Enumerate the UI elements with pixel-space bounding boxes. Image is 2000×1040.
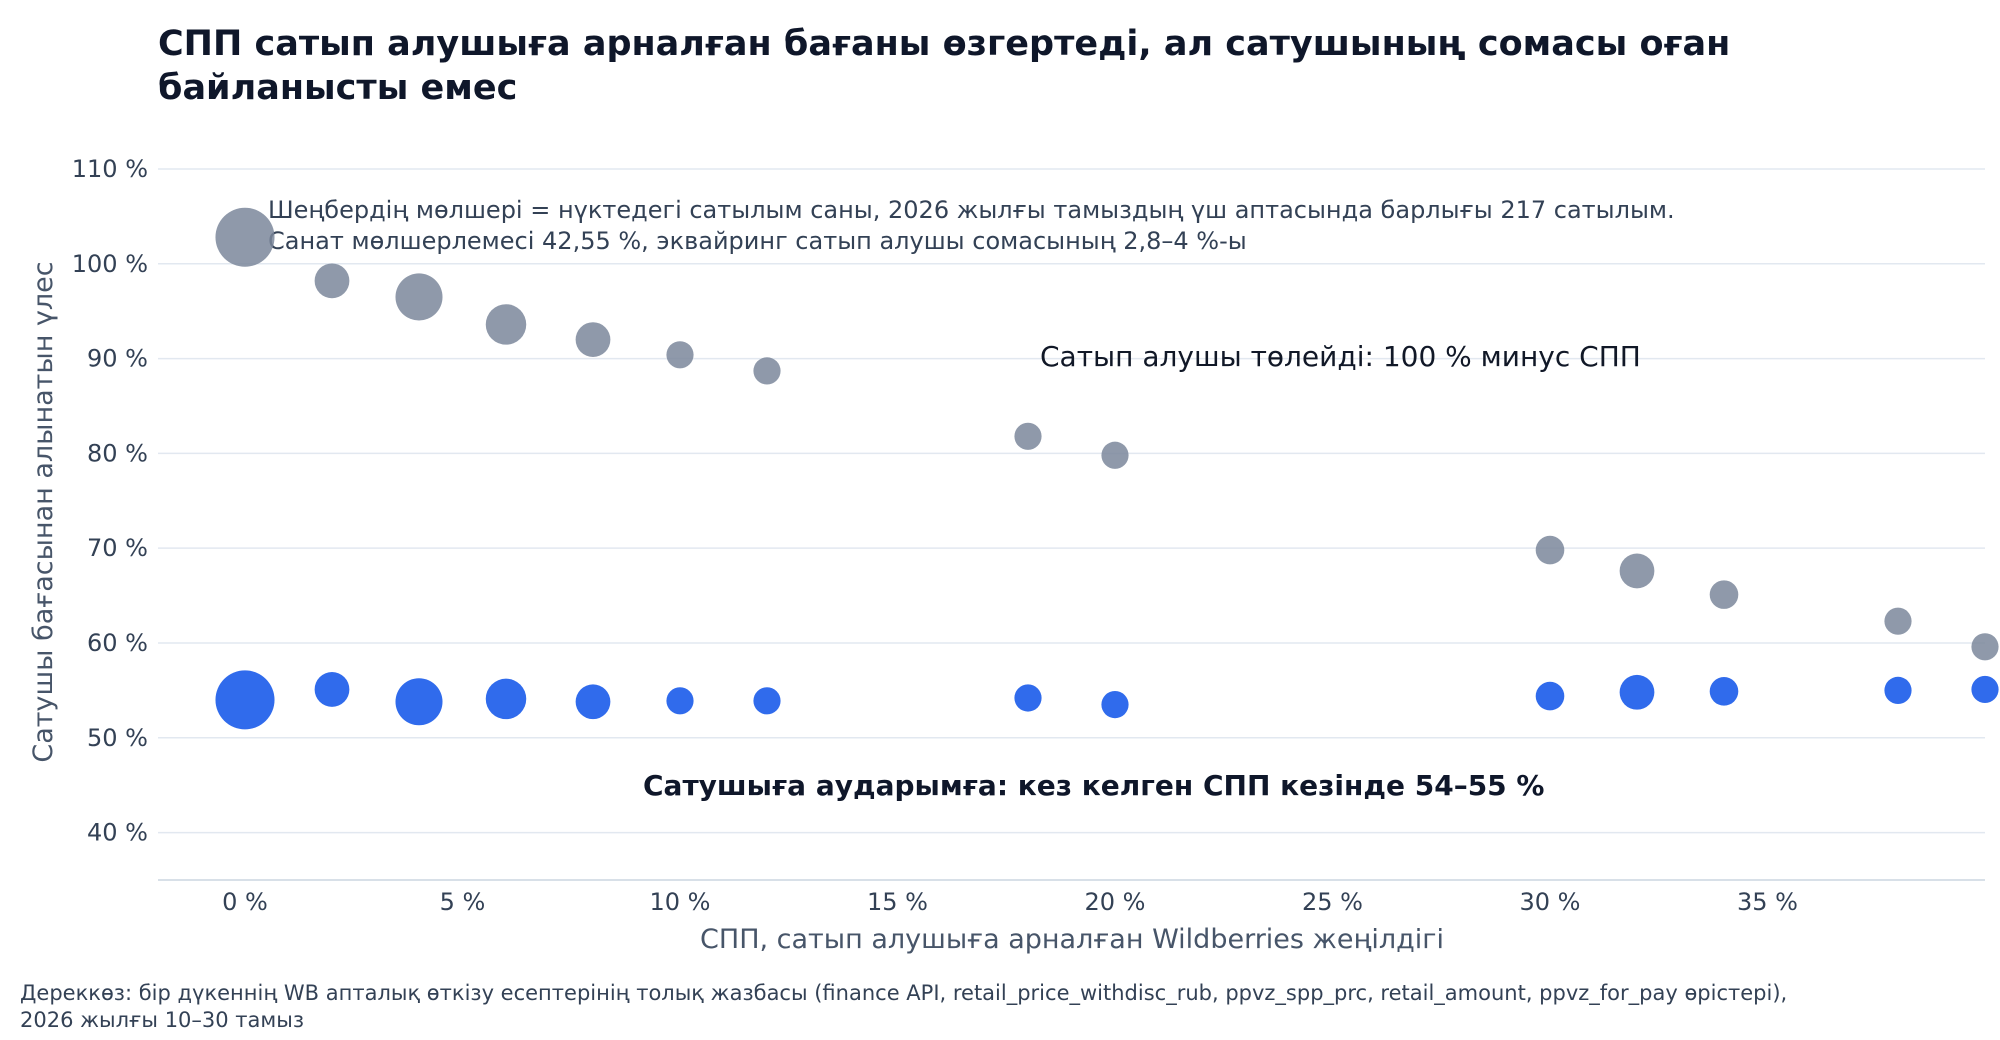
buyer-point <box>1884 607 1912 635</box>
seller-transfer-annotation: Сатушыға аударымға: кез келген СПП кезін… <box>643 769 1544 802</box>
y-axis-title: Сатушы бағасынан алынатын үлес <box>28 261 59 762</box>
buyer-point <box>1971 633 1999 661</box>
seller-point <box>1884 676 1912 704</box>
y-tick-label: 80 % <box>87 439 148 467</box>
x-tick-label: 30 % <box>1520 888 1581 916</box>
buyer-point <box>485 304 527 345</box>
seller-point <box>1619 674 1655 710</box>
x-tick-label: 20 % <box>1085 888 1146 916</box>
seller-point <box>314 672 350 707</box>
source-note: Дереккөз: бір дүкеннің WB апталық өткізу… <box>20 981 1788 1032</box>
buyer-point <box>395 273 443 321</box>
anno-layer: Сатып алушы төлейді: 100 % минус СПП Сату… <box>643 340 1641 802</box>
seller-point <box>666 687 694 715</box>
x-tick-label: 0 % <box>222 888 268 916</box>
y-tick-label: 70 % <box>87 534 148 562</box>
x-tick-label: 15 % <box>867 888 928 916</box>
axis-layer: 40 % 50 % 60 % 70 % 80 % 90 % 100 % 110 % 0 % 5 %… <box>28 155 1985 955</box>
note-line: Санат мөлшерлемесі 42,55 %, эквайринг са… <box>268 227 1247 255</box>
x-tick-label: 5 % <box>440 888 486 916</box>
chart-title: СПП сатып алушыға арналған бағаны өзгерт… <box>158 24 1731 108</box>
seller-point <box>1535 681 1565 711</box>
buyer-point <box>314 263 350 299</box>
buyer-point <box>1014 422 1042 450</box>
seller-point <box>395 678 443 726</box>
y-tick-label: 50 % <box>87 724 148 752</box>
buyer-point <box>215 207 275 267</box>
y-tick-label: 60 % <box>87 629 148 657</box>
buyer-point <box>575 322 611 357</box>
y-tick-label: 40 % <box>87 819 148 847</box>
x-axis-title: СПП, сатып алушыға арналған Wildberries … <box>700 924 1444 955</box>
seller-point <box>1709 677 1739 706</box>
seller-point <box>1971 675 1999 704</box>
buyer-point <box>1619 553 1655 589</box>
seller-point <box>1101 691 1129 719</box>
buyer-point <box>1535 535 1565 565</box>
marks-layer <box>215 207 1999 730</box>
buyer-pays-annotation: Сатып алушы төлейді: 100 % минус СПП <box>1040 340 1641 373</box>
x-tick-label: 35 % <box>1737 888 1798 916</box>
note-line: Шеңбердің мөлшері = нүктедегі сатылым са… <box>268 196 1675 224</box>
buyer-point <box>666 341 694 369</box>
seller-point <box>1014 684 1042 712</box>
seller-point <box>575 684 611 720</box>
note-layer: Шеңбердің мөлшері = нүктедегі сатылым са… <box>268 196 1675 255</box>
grid-layer <box>158 168 1985 834</box>
y-tick-label: 110 % <box>72 155 148 183</box>
y-tick-label: 90 % <box>87 345 148 373</box>
x-tick-label: 25 % <box>1302 888 1363 916</box>
seller-point <box>215 670 275 730</box>
seller-point <box>485 678 527 720</box>
y-tick-label: 100 % <box>72 250 148 278</box>
x-tick-label: 10 % <box>650 888 711 916</box>
seller-point <box>753 687 781 715</box>
buyer-point <box>1101 441 1129 469</box>
buyer-point <box>1709 580 1739 609</box>
buyer-point <box>753 357 781 385</box>
